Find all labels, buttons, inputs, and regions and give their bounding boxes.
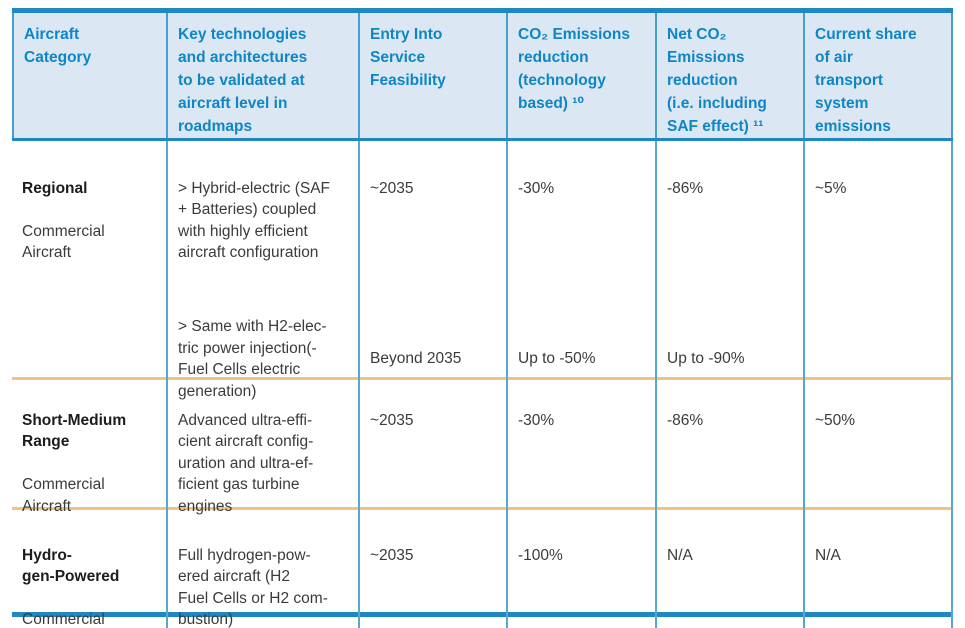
- co2-value-2: Up to -50%: [518, 349, 596, 367]
- row-divider: [12, 507, 953, 510]
- row-divider: [12, 377, 953, 380]
- share-value: N/A: [815, 546, 841, 564]
- cell-category: Regional Commercial Aircraft: [12, 141, 168, 424]
- co2-value-1: -30%: [518, 411, 555, 429]
- header-key-technologies: Key technologies and architectures to be…: [168, 13, 360, 138]
- header-entry-into-service: Entry Into Service Feasibility: [360, 13, 508, 138]
- tech-item-2: > Same with H2-elec- tric power injectio…: [178, 318, 327, 400]
- category-subtitle: Commercial Aircraft: [22, 476, 105, 515]
- eis-value-2: Beyond 2035: [370, 349, 462, 367]
- cell-category: Short-Medium Range Commercial Aircraft: [12, 380, 168, 539]
- cell-entry-into-service: ~2035: [360, 510, 508, 628]
- tech-item-1: > Hybrid-electric (SAF + Batteries) coup…: [178, 179, 331, 262]
- share-value: ~50%: [815, 411, 856, 429]
- header-aircraft-category: Aircraft Category: [12, 13, 168, 138]
- table-row-hydrogen: Hydro- gen-Powered Commercial Aircraft F…: [12, 510, 953, 628]
- aircraft-emissions-table: Aircraft Category Key technologies and a…: [12, 8, 953, 628]
- net-co2-value-1: N/A: [667, 546, 693, 564]
- category-name: Hydro- gen-Powered: [22, 546, 120, 586]
- cell-net-co2-reduction: -86% Up to -90%: [657, 141, 805, 424]
- net-co2-value-1: -86%: [667, 411, 704, 429]
- cell-current-share: ~50%: [805, 380, 953, 539]
- table-top-border: [12, 8, 953, 13]
- tech-item-1: Full hydrogen-pow- ered aircraft (H2 Fue…: [178, 546, 328, 628]
- table-bottom-border: [12, 612, 953, 617]
- co2-value-1: -30%: [518, 179, 555, 197]
- eis-value-1: ~2035: [370, 179, 414, 197]
- category-name: Short-Medium Range: [22, 411, 127, 451]
- eis-value-1: ~2035: [370, 411, 414, 429]
- co2-value-1: -100%: [518, 546, 563, 564]
- cell-net-co2-reduction: -86%: [657, 380, 805, 539]
- header-current-share: Current share of air transport system em…: [805, 13, 953, 138]
- table-row-regional: Regional Commercial Aircraft > Hybrid-el…: [12, 141, 953, 424]
- cell-category: Hydro- gen-Powered Commercial Aircraft: [12, 510, 168, 628]
- cell-net-co2-reduction: N/A: [657, 510, 805, 628]
- net-co2-value-1: -86%: [667, 179, 704, 197]
- tech-item-1: Advanced ultra-effi- cient aircraft conf…: [178, 411, 314, 515]
- header-co2-reduction: CO₂ Emissions reduction (technology base…: [508, 13, 657, 138]
- cell-key-technologies: > Hybrid-electric (SAF + Batteries) coup…: [168, 141, 360, 424]
- category-subtitle: Commercial Aircraft: [22, 222, 105, 262]
- header-net-co2-reduction: Net CO₂ Emissions reduction (i.e. includ…: [657, 13, 805, 138]
- cell-co2-reduction: -100%: [508, 510, 657, 628]
- table-header-row: Aircraft Category Key technologies and a…: [12, 13, 953, 141]
- eis-value-1: ~2035: [370, 546, 414, 564]
- cell-entry-into-service: ~2035: [360, 380, 508, 539]
- cell-co2-reduction: -30%: [508, 380, 657, 539]
- cell-current-share: ~5%: [805, 141, 953, 424]
- net-co2-value-2: Up to -90%: [667, 349, 745, 367]
- cell-entry-into-service: ~2035 Beyond 2035: [360, 141, 508, 424]
- cell-co2-reduction: -30% Up to -50%: [508, 141, 657, 424]
- cell-key-technologies: Advanced ultra-effi- cient aircraft conf…: [168, 380, 360, 539]
- category-subtitle: Commercial Aircraft: [22, 611, 105, 628]
- table-row-short-medium: Short-Medium Range Commercial Aircraft A…: [12, 380, 953, 539]
- cell-key-technologies: Full hydrogen-pow- ered aircraft (H2 Fue…: [168, 510, 360, 628]
- share-value: ~5%: [815, 179, 847, 197]
- cell-current-share: N/A: [805, 510, 953, 628]
- category-name: Regional: [22, 179, 88, 197]
